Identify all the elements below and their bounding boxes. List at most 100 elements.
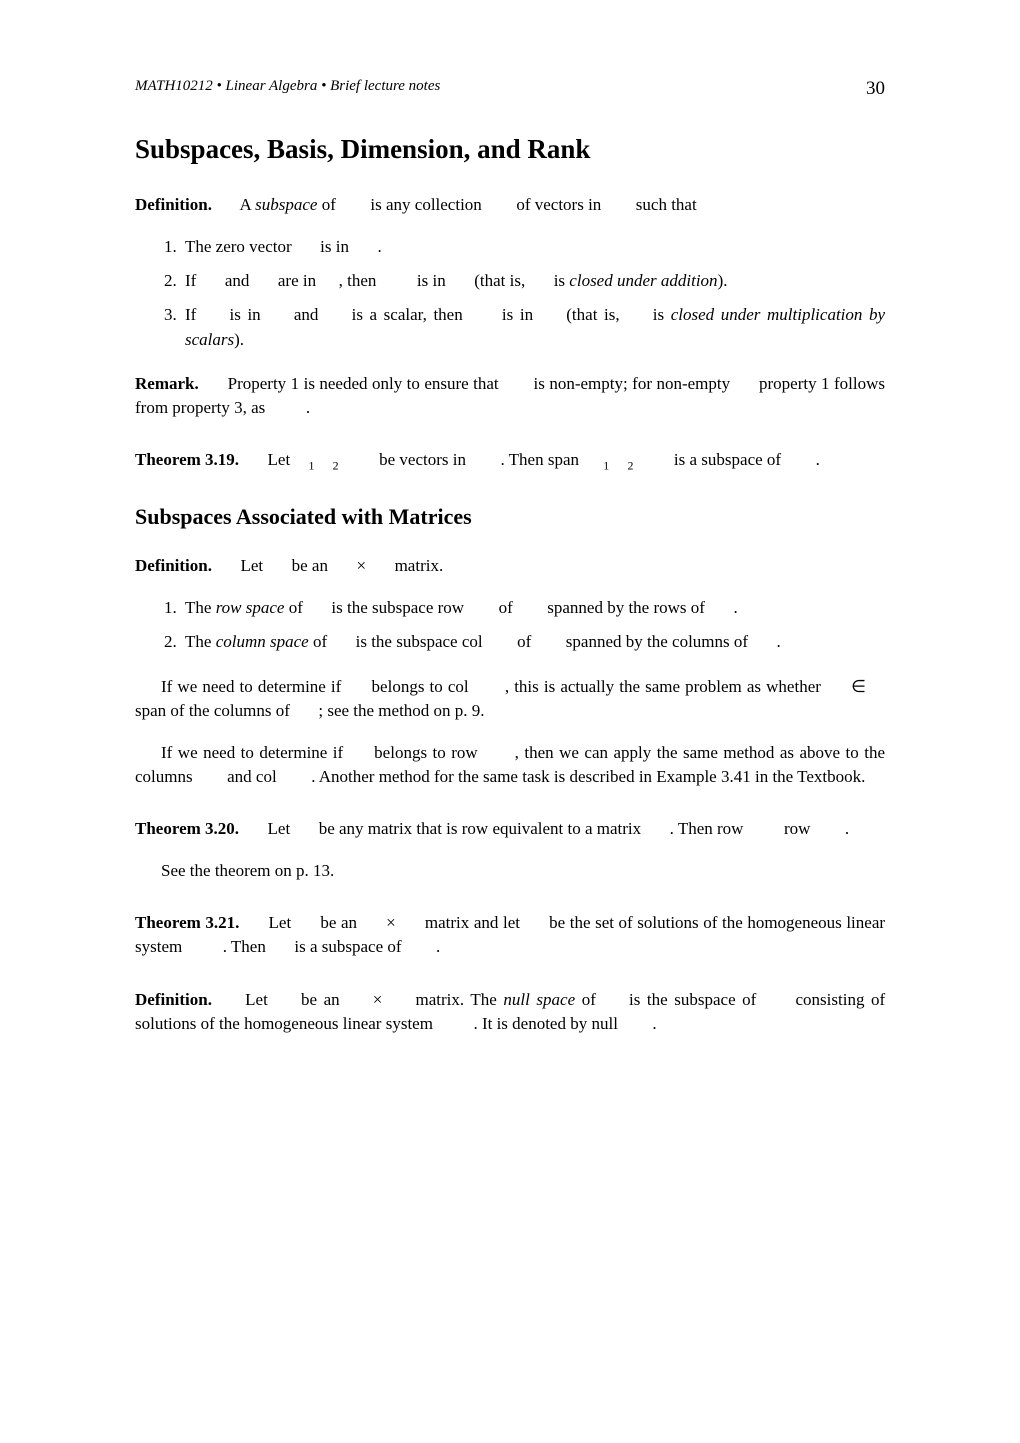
text: . Then row — [670, 819, 744, 838]
text: (that is, — [566, 305, 619, 324]
times-symbol: × — [373, 990, 383, 1009]
text: is in — [320, 237, 349, 256]
text: of — [309, 632, 327, 651]
text: is a subspace of — [674, 450, 781, 469]
text: be an — [301, 990, 340, 1009]
text: . — [733, 598, 737, 617]
text: is — [554, 271, 570, 290]
paragraph: If we need to determine if belongs to co… — [135, 675, 885, 723]
theorem-label: Theorem 3.21. — [135, 913, 239, 932]
subscript: 2 — [333, 458, 339, 472]
text: matrix and let — [425, 913, 520, 932]
page-number: 30 — [866, 78, 885, 100]
text: . Then — [223, 937, 266, 956]
text: is in — [502, 305, 533, 324]
text: of — [317, 195, 335, 214]
paragraph: If we need to determine if belongs to ro… — [135, 741, 885, 789]
text: be vectors in — [379, 450, 466, 469]
text: matrix. — [395, 556, 444, 575]
list-item: The column space of is the subspace col … — [181, 630, 885, 654]
text: belongs to col — [372, 677, 469, 696]
text: . — [436, 937, 440, 956]
definition-list: The row space of is the subspace row of … — [135, 596, 885, 654]
text: of vectors in — [516, 195, 601, 214]
text: spanned by the columns of — [566, 632, 748, 651]
text: of — [284, 598, 302, 617]
text: is — [653, 305, 671, 324]
text: (that is, — [474, 271, 525, 290]
text: and col — [227, 767, 277, 786]
subscript: 2 — [627, 458, 633, 472]
text: . — [306, 398, 310, 417]
text: be an — [292, 556, 328, 575]
text: and — [294, 305, 319, 324]
remark-label: Remark. — [135, 374, 199, 393]
times-symbol: × — [356, 556, 366, 575]
text: of — [575, 990, 596, 1009]
text: is the subspace row — [331, 598, 464, 617]
text: Let — [268, 819, 291, 838]
definition-block: Definition. Let be an × matrix. The null… — [135, 988, 885, 1036]
text: spanned by the rows of — [547, 598, 705, 617]
text: matrix. The — [416, 990, 504, 1009]
subscript: 1 — [308, 458, 314, 472]
text: If we need to determine if — [161, 677, 341, 696]
text: The — [185, 632, 216, 651]
paragraph: See the theorem on p. 13. — [135, 859, 885, 883]
text: . Another method for the same task is de… — [311, 767, 865, 786]
list-item: If is in and is a scalar, then is in (th… — [181, 303, 885, 351]
text: . — [845, 819, 849, 838]
text: The zero vector — [185, 237, 292, 256]
definition-label: Definition. — [135, 990, 212, 1009]
term: null space — [503, 990, 575, 1009]
page-title: Subspaces, Basis, Dimension, and Rank — [135, 134, 885, 165]
text: row — [784, 819, 810, 838]
remark-block: Remark. Property 1 is needed only to ens… — [135, 372, 885, 420]
text: is the subspace of — [629, 990, 756, 1009]
text: ; see the method on p. 9. — [318, 701, 484, 720]
subsection-title: Subspaces Associated with Matrices — [135, 504, 885, 530]
text: is any collection — [370, 195, 481, 214]
text: be any matrix that is row equivalent to … — [319, 819, 641, 838]
text: is in — [230, 305, 261, 324]
text: If — [185, 305, 196, 324]
list-item: The zero vector is in . — [181, 235, 885, 259]
text: A — [240, 195, 256, 214]
definition-list: The zero vector is in . If and are in , … — [135, 235, 885, 352]
text: , then — [339, 271, 377, 290]
definition-label: Definition. — [135, 195, 212, 214]
text: If we need to determine if — [161, 743, 343, 762]
text: are in — [278, 271, 316, 290]
theorem-block: Theorem 3.20. Let be any matrix that is … — [135, 817, 885, 841]
text: Let — [240, 556, 263, 575]
definition-label: Definition. — [135, 556, 212, 575]
text: is in — [417, 271, 446, 290]
text: belongs to row — [374, 743, 478, 762]
text: ). — [718, 271, 728, 290]
times-symbol: × — [386, 913, 396, 932]
subscript: 1 — [603, 458, 609, 472]
definition-block: Definition. Let be an × matrix. — [135, 554, 885, 578]
list-item: The row space of is the subspace row of … — [181, 596, 885, 620]
text: , this is actually the same problem as w… — [505, 677, 821, 696]
text: . — [777, 632, 781, 651]
term: row space — [216, 598, 285, 617]
text: is the subspace col — [356, 632, 483, 651]
running-header: MATH10212 • Linear Algebra • Brief lectu… — [135, 78, 885, 100]
text: . It is denoted by null — [473, 1014, 617, 1033]
element-symbol: ∈ — [851, 677, 866, 696]
theorem-label: Theorem 3.19. — [135, 450, 239, 469]
term: closed under addition — [569, 271, 717, 290]
text: and — [225, 271, 250, 290]
header-text: MATH10212 • Linear Algebra • Brief lectu… — [135, 78, 440, 100]
text: ). — [234, 330, 244, 349]
text: . — [377, 237, 381, 256]
text: . — [816, 450, 820, 469]
text: of — [499, 598, 513, 617]
definition-block: Definition. A subspace of is any collect… — [135, 193, 885, 217]
text: is a subspace of — [294, 937, 401, 956]
text: Let — [269, 913, 292, 932]
text: Let — [245, 990, 268, 1009]
text: Property 1 is needed only to ensure that — [228, 374, 499, 393]
list-item: If and are in , then is in (that is, is … — [181, 269, 885, 293]
